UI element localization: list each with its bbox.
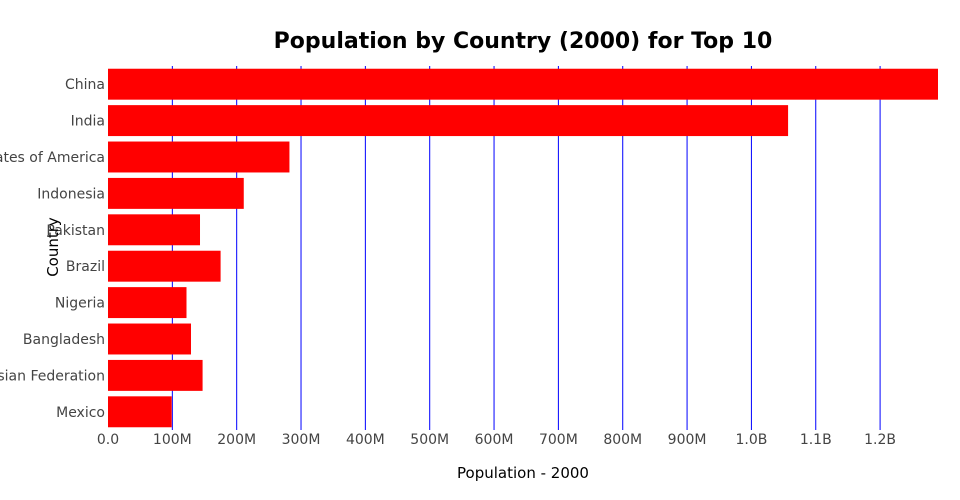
bars bbox=[108, 68, 938, 428]
x-tick-label: 800M bbox=[603, 432, 642, 448]
x-tick-labels: 0.0 100M 200M 300M 400M 500M 600M 700M 800M 900M 1… bbox=[97, 432, 896, 448]
y-tick-label: United States of America bbox=[0, 150, 105, 166]
y-tick-label: Pakistan bbox=[46, 223, 105, 239]
bar bbox=[108, 141, 290, 173]
y-tick-label: Indonesia bbox=[37, 186, 105, 202]
bar bbox=[108, 323, 191, 355]
y-axis-title: Country bbox=[44, 217, 62, 277]
y-tick-label: Brazil bbox=[66, 259, 105, 275]
bar bbox=[108, 177, 244, 209]
bar bbox=[108, 68, 938, 100]
x-tick-label: 1.1B bbox=[800, 432, 832, 448]
y-tick-label: Nigeria bbox=[55, 296, 105, 312]
bar bbox=[108, 396, 172, 428]
x-tick-label: 500M bbox=[410, 432, 449, 448]
bar bbox=[108, 214, 201, 246]
x-tick-label: 900M bbox=[668, 432, 707, 448]
x-tick-label: 100M bbox=[153, 432, 192, 448]
x-tick-label: 1.2B bbox=[864, 432, 896, 448]
bar bbox=[108, 359, 203, 391]
x-axis-title: Population - 2000 bbox=[457, 464, 589, 482]
y-tick-label: China bbox=[65, 77, 105, 93]
bar bbox=[108, 287, 187, 319]
x-tick-label: 0.0 bbox=[97, 432, 119, 448]
chart-title: Population by Country (2000) for Top 10 bbox=[274, 29, 773, 54]
y-tick-labels: China India United States of America Indone… bbox=[0, 77, 105, 421]
x-tick-label: 400M bbox=[346, 432, 385, 448]
x-tick-label: 1.0B bbox=[735, 432, 767, 448]
x-tick-label: 600M bbox=[475, 432, 514, 448]
x-tick-label: 700M bbox=[539, 432, 578, 448]
x-tick-label: 300M bbox=[282, 432, 321, 448]
y-tick-label: India bbox=[71, 114, 105, 130]
bar bbox=[108, 250, 221, 282]
bar bbox=[108, 105, 789, 137]
y-tick-label: Bangladesh bbox=[23, 332, 105, 348]
x-tick-label: 200M bbox=[217, 432, 256, 448]
y-tick-label: Mexico bbox=[56, 405, 105, 421]
y-tick-label: Russian Federation bbox=[0, 368, 105, 384]
